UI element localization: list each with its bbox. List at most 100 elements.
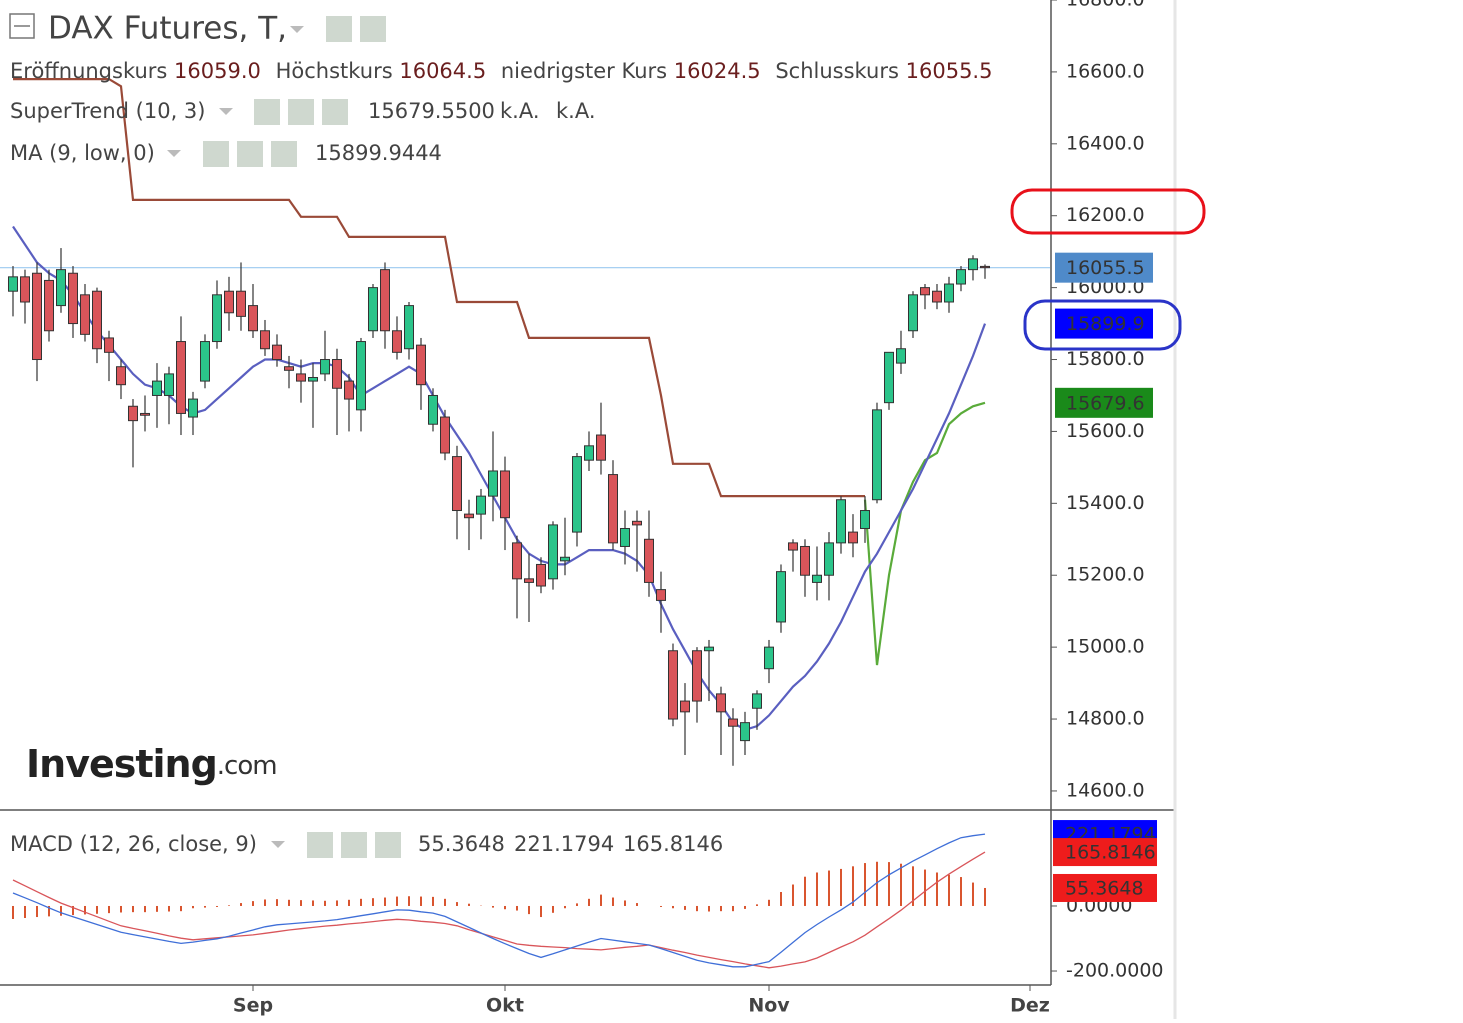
candle-body [895, 348, 906, 364]
candle-body [907, 294, 918, 332]
indicator-line [863, 401, 986, 666]
macd-name: MACD (12, 26, close, 9) [10, 832, 257, 856]
candle-body [127, 405, 138, 422]
dropdown-arrow[interactable] [290, 26, 304, 33]
candle-body [187, 398, 198, 418]
price-tag-label: 16055.5 [1066, 257, 1145, 279]
candle-body [523, 578, 534, 583]
candle-body [139, 412, 150, 416]
x-tick-label: Nov [748, 995, 790, 1017]
y-tick-label: 16400.0 [1066, 132, 1145, 154]
candle-body [691, 650, 702, 702]
close-icon[interactable] [375, 832, 401, 858]
candle-body [775, 571, 786, 623]
value-tag-label: 55.3648 [1065, 877, 1144, 899]
dropdown-arrow[interactable] [167, 150, 181, 157]
candle-body [931, 290, 942, 303]
eye-icon[interactable] [326, 16, 352, 42]
candle-body [739, 722, 750, 742]
candle-body [235, 290, 246, 317]
indicator-value: 15679.5500 [368, 99, 495, 123]
candle-body [271, 344, 282, 361]
candle-body [163, 373, 174, 396]
settings-icon[interactable] [237, 141, 263, 167]
candle-body [955, 269, 966, 285]
candle-body [415, 344, 426, 386]
macd-value: 55.3648 [418, 832, 505, 856]
candle-body [967, 258, 978, 271]
candle-body [151, 380, 162, 396]
settings-icon[interactable] [341, 832, 367, 858]
y-tick-label: 16200.0 [1066, 204, 1145, 226]
macd-value: 165.8146 [623, 832, 723, 856]
macd-plot [11, 833, 986, 969]
candle-body [787, 542, 798, 551]
candle-body [643, 538, 654, 583]
candle-body [727, 718, 738, 727]
candle-body [871, 409, 882, 501]
candle-body [7, 276, 18, 292]
eye-icon[interactable] [307, 832, 333, 858]
candle-body [595, 434, 606, 461]
candle-body [403, 305, 414, 350]
candle-body [259, 330, 270, 350]
watermark-domain: .com [217, 751, 277, 781]
price-tag-label: 15899.9 [1066, 313, 1145, 335]
settings-icon[interactable] [360, 16, 386, 42]
settings-icon[interactable] [288, 99, 314, 125]
candle-body [439, 416, 450, 454]
candle-body [715, 693, 726, 713]
y-tick-label: 14800.0 [1066, 708, 1145, 730]
dropdown-arrow[interactable] [219, 108, 233, 115]
candle-body [451, 456, 462, 512]
collapse-button[interactable] [9, 13, 35, 39]
candle-body [307, 376, 318, 382]
value-tag-label: 165.8146 [1065, 842, 1156, 864]
candle-body [619, 527, 630, 547]
main-plot [0, 78, 1050, 766]
y-tick-label: 16800.0 [1066, 0, 1145, 11]
candle-body [499, 470, 510, 519]
ohlc-value: 16024.5 [674, 59, 761, 83]
macd-value: 221.1794 [514, 832, 614, 856]
candle-body [355, 341, 366, 411]
candle-body [199, 341, 210, 382]
eye-icon[interactable] [203, 141, 229, 167]
candle-body [67, 272, 78, 325]
x-tick-label: Dez [1010, 995, 1050, 1017]
watermark: Investing.com [26, 742, 277, 786]
candle-body [667, 650, 678, 720]
dropdown-arrow[interactable] [271, 841, 285, 848]
price-tag [1055, 252, 1153, 283]
indicator-value: 15899.9444 [315, 141, 442, 165]
candle-body [751, 693, 762, 709]
indicator-name: MA (9, low, 0) [10, 141, 155, 165]
x-tick-label: Okt [486, 995, 524, 1017]
indicator-line [13, 78, 865, 498]
watermark-name: Investing [26, 742, 217, 786]
candle-body [655, 589, 666, 601]
candle-body [943, 283, 954, 303]
candle-body [463, 513, 474, 519]
candle-body [883, 351, 894, 404]
candle-body [223, 290, 234, 314]
candle-body [103, 337, 114, 353]
close-icon[interactable] [322, 99, 348, 125]
value-tag [1053, 838, 1157, 867]
price-tag-label: 15679.6 [1066, 392, 1145, 414]
candle-body [343, 380, 354, 400]
indicator-name: SuperTrend (10, 3) [10, 99, 206, 123]
indicator-value: k.A. [500, 99, 540, 123]
y-tick-label: 15400.0 [1066, 492, 1145, 514]
candle-body [247, 305, 258, 332]
y-tick-label: 15200.0 [1066, 564, 1145, 586]
ohlc-name: Höchstkurs [276, 59, 393, 83]
candle-body [295, 373, 306, 382]
close-icon[interactable] [271, 141, 297, 167]
y-tick-label: 16600.0 [1066, 60, 1145, 82]
eye-icon[interactable] [254, 99, 280, 125]
indicator-line [12, 225, 987, 731]
candle-body [79, 294, 90, 335]
